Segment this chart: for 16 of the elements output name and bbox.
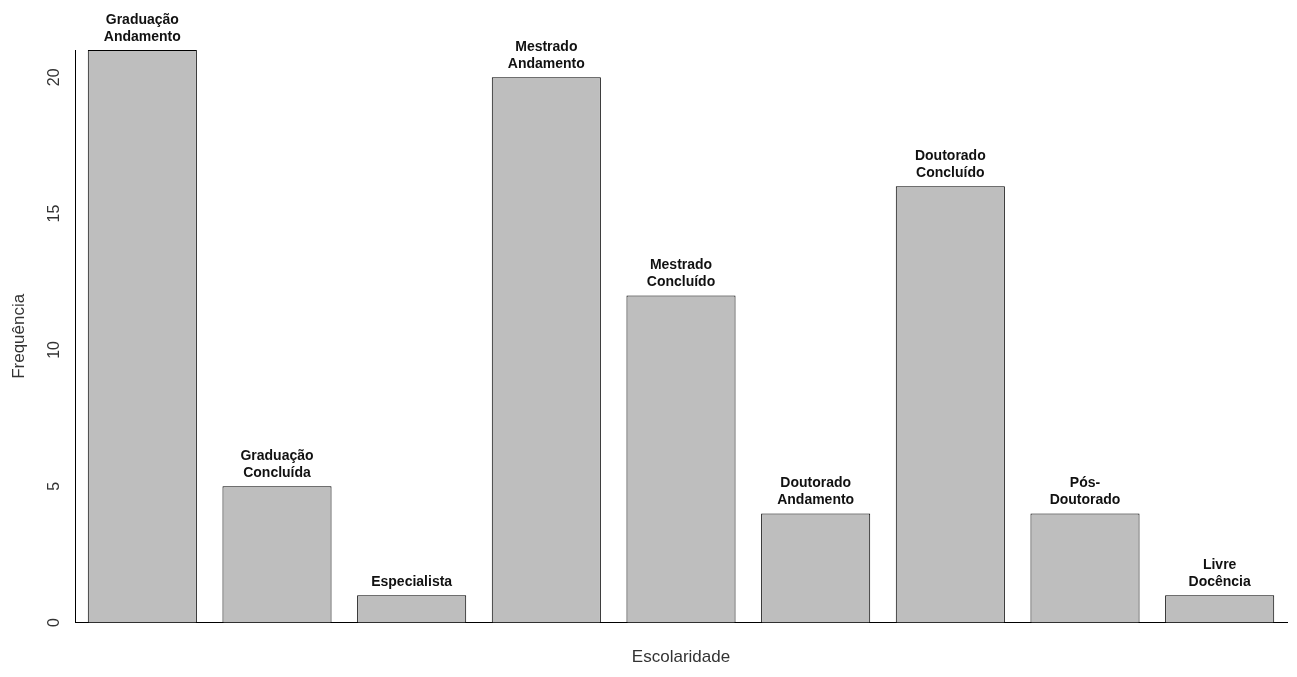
y-axis-title: Frequência <box>8 293 28 379</box>
x-tick-label: Livre Docência <box>1188 556 1251 590</box>
x-axis-title: Escolaridade <box>631 647 731 667</box>
x-tick-label: Especialista <box>371 573 453 590</box>
y-tick-label: 10 <box>45 340 63 359</box>
y-tick-label: 15 <box>45 204 63 223</box>
x-tick-label: Pós-Doutorado <box>1049 474 1121 508</box>
y-tick-label: 20 <box>45 68 63 87</box>
x-tick-label: Graduação Concluída <box>240 447 314 481</box>
x-tick-label: Mestrado Andamento <box>507 38 585 72</box>
x-tick-label: Doutorado Concluído <box>914 147 986 181</box>
x-tick-label: Mestrado Concluído <box>646 256 716 290</box>
y-tick-label: 5 <box>45 481 63 491</box>
x-tick-label: Doutorado Andamento <box>777 474 855 508</box>
x-tick-label: Graduação Andamento <box>103 10 181 44</box>
y-tick-label: 0 <box>45 618 63 628</box>
